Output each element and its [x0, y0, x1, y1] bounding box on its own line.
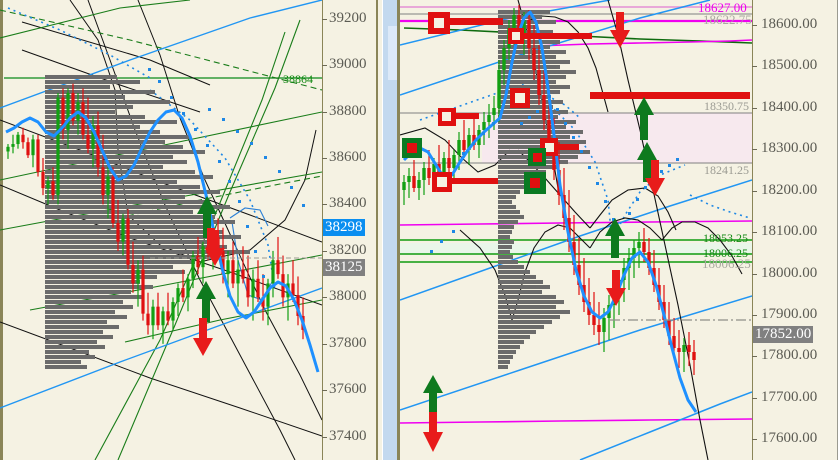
axis-tick-label: 17800.00: [761, 347, 818, 363]
axis-tick: [322, 158, 327, 159]
arrow-down-icon: [193, 318, 213, 356]
pane-splitter-scrollbar[interactable]: [378, 0, 400, 460]
left-price-axis[interactable]: 37400 37600 37800 38000 38200 38400 38600 38800…: [322, 0, 378, 460]
arrow-down-icon: [645, 160, 665, 196]
left-chart-canvas: [0, 0, 322, 460]
axis-tick: [752, 398, 757, 399]
left-chart-pane[interactable]: [0, 0, 322, 460]
zone-top-label: 18350.75: [704, 99, 749, 113]
axis-tick-label: 18100.00: [761, 223, 818, 239]
axis-tick: [322, 19, 327, 20]
right-chart-markers: [423, 12, 665, 452]
axis-tick-label: 38800: [329, 103, 367, 119]
arrow-down-icon: [606, 270, 626, 306]
right-last-price-label: 17852.00: [753, 326, 814, 343]
axis-tick: [322, 344, 327, 345]
axis-tick-label: 37800: [329, 335, 367, 351]
scrollbar-thumb[interactable]: [388, 26, 399, 80]
arrow-down-icon: [423, 412, 443, 452]
line-label-18006-grey: 18006.25: [702, 256, 751, 271]
axis-tick-label: 38600: [329, 149, 367, 165]
arrow-up-icon: [634, 97, 654, 140]
axis-tick: [322, 390, 327, 391]
right-chart-orders[interactable]: [400, 0, 752, 460]
axis-tick: [752, 66, 757, 67]
zone-bottom-label: 18241.25: [704, 163, 749, 177]
axis-tick-label: 38400: [329, 195, 367, 211]
axis-tick: [752, 274, 757, 275]
left-line-label-38864: 38864: [283, 72, 313, 86]
axis-tick-label: 37400: [329, 428, 367, 444]
arrow-down-icon: [205, 228, 225, 266]
arrow-up-icon: [197, 196, 217, 238]
axis-tick-label: 17600.00: [761, 430, 818, 446]
axis-tick: [322, 251, 327, 252]
axis-tick: [752, 108, 757, 109]
line-label-18622: 18622.75: [703, 12, 752, 27]
right-pane-border: [397, 0, 400, 460]
axis-tick-label: 18000.00: [761, 265, 818, 281]
axis-tick-label: 38000: [329, 288, 367, 304]
axis-tick-label: 39200: [329, 10, 367, 26]
left-last-price-label: 38298: [323, 219, 365, 236]
line-label-18627: 18627.00: [698, 0, 747, 15]
sell-order-marker[interactable]: [510, 88, 530, 108]
arrow-up-icon: [637, 142, 657, 182]
axis-tick: [322, 65, 327, 66]
axis-tick: [752, 315, 757, 316]
left-secondary-price-label: 38125: [323, 259, 365, 276]
axis-tick: [752, 356, 757, 357]
line-label-18006: 18006.25: [703, 246, 748, 260]
right-chart-pane[interactable]: 18627.00 18622.75 18350.75 18241.25 1805…: [400, 0, 752, 460]
sell-order-marker[interactable]: [508, 28, 592, 44]
sell-order-marker[interactable]: [432, 172, 498, 192]
buy-order-marker[interactable]: [528, 148, 546, 166]
axis-tick-label: 18200.00: [761, 182, 818, 198]
axis-tick: [322, 112, 327, 113]
sell-order-marker[interactable]: [428, 12, 750, 99]
arrow-up-icon: [423, 375, 443, 414]
arrow-down-icon: [610, 12, 630, 48]
axis-tick-label: 18400.00: [761, 99, 818, 115]
axis-tick-label: 18600.00: [761, 16, 818, 32]
axis-tick: [752, 191, 757, 192]
sell-order-marker[interactable]: [438, 108, 479, 126]
axis-tick-label: 18300.00: [761, 140, 818, 156]
axis-tick: [322, 204, 327, 205]
axis-tick-label: 18500.00: [761, 57, 818, 73]
right-price-axis[interactable]: 17600.00 17700.00 17800.00 17900.00 18000.00…: [752, 0, 838, 460]
axis-tick: [322, 437, 327, 438]
axis-tick-label: 38200: [329, 242, 367, 258]
arrow-up-icon: [196, 281, 216, 322]
axis-tick-label: 17700.00: [761, 389, 818, 405]
axis-tick: [322, 297, 327, 298]
axis-tick-label: 39000: [329, 56, 367, 72]
buy-order-marker[interactable]: [524, 172, 546, 194]
axis-tick: [752, 439, 757, 440]
scrollbar-track[interactable]: [382, 0, 399, 460]
axis-tick: [752, 25, 757, 26]
axis-tick: [752, 232, 757, 233]
buy-order-marker[interactable]: [402, 138, 422, 158]
arrow-up-icon: [605, 218, 625, 258]
axis-tick-label: 37600: [329, 381, 367, 397]
line-label-18053: 18053.25: [703, 231, 748, 245]
axis-tick-label: 17900.00: [761, 306, 818, 322]
axis-tick: [752, 149, 757, 150]
left-chart-markers: [193, 196, 225, 356]
